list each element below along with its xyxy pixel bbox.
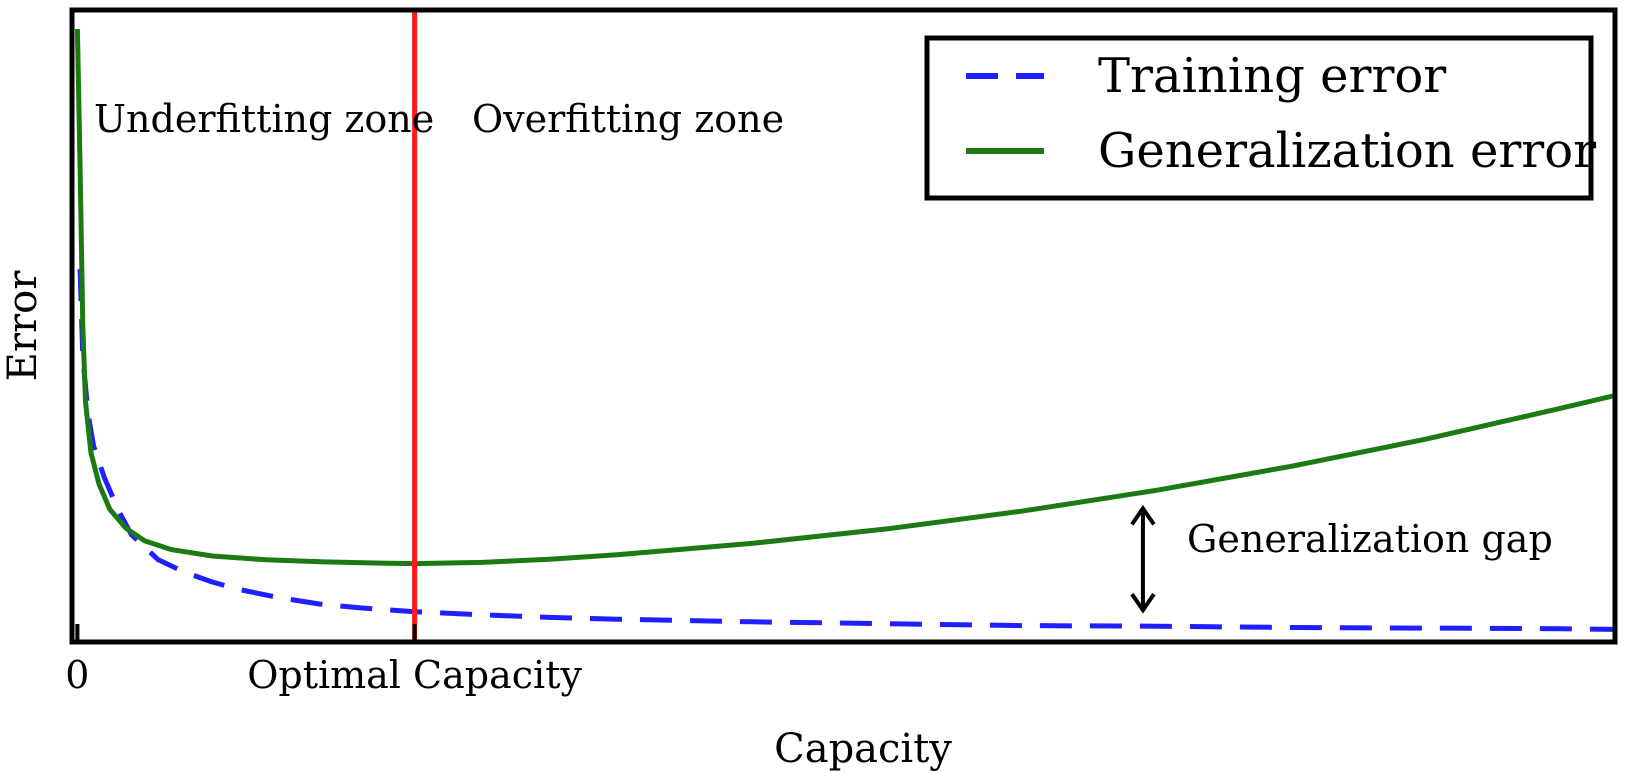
x-tick-label: Optimal Capacity [247,653,582,697]
y-axis-label: Error [0,270,46,382]
x-ticks: 0 Optimal Capacity [65,624,582,697]
legend-frame [924,35,1594,201]
gap-arrow-head-up [1130,504,1156,526]
training-error-curve [77,269,1616,632]
x-axis-label: Capacity [774,726,952,772]
legend-generalization-label: Generalization error [1098,123,1596,179]
x-tick-label: 0 [65,653,89,697]
legend-training-label: Training error [1098,48,1446,104]
plot-frame [69,7,1618,645]
overfitting-zone-label: Overfitting zone [472,97,784,141]
gap-arrow-head-down [1130,593,1156,614]
legend: Training error Generalization error [924,35,1596,201]
generalization-gap-arrow [1130,504,1156,614]
underfitting-zone-label: Underfitting zone [94,97,434,141]
generalization-gap-label: Generalization gap [1187,517,1553,561]
curves-layer [74,28,1616,632]
generalization-error-curve [74,28,1616,567]
